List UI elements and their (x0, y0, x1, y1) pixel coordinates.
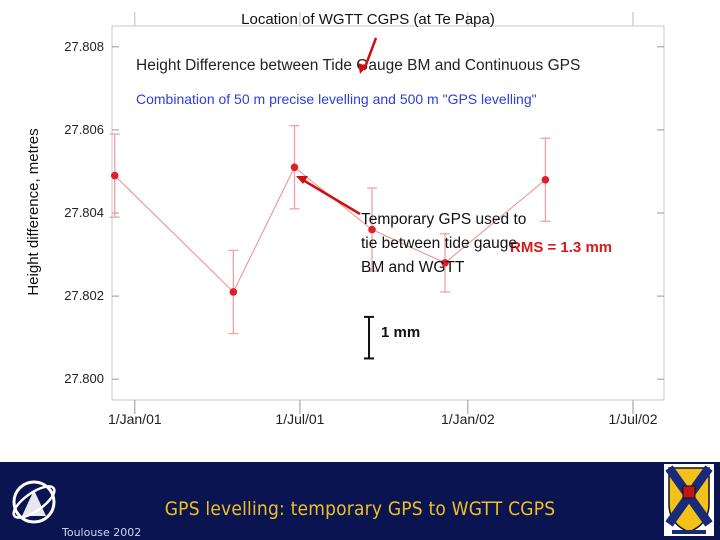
footer-bar (0, 462, 720, 540)
location-arrow-head (358, 63, 367, 74)
y-tick-label: 27.806 (64, 122, 104, 137)
y-axis-ticks: 27.800 27.802 27.804 27.806 27.808 (64, 39, 664, 386)
scale-bar-label: 1 mm (381, 324, 420, 341)
data-point (229, 288, 238, 296)
location-annotation: Location of WGTT CGPS (at Te Papa) (241, 11, 495, 28)
y-tick-label: 27.800 (64, 371, 104, 386)
temporary-gps-line1: Temporary GPS used to (361, 211, 526, 228)
scale-bar (364, 315, 374, 360)
temporary-gps-arrow-head (296, 176, 308, 184)
data-point (541, 175, 550, 184)
data-point (368, 225, 376, 234)
temporary-gps-line2: tie between tide gauge (361, 235, 517, 252)
y-tick-label: 27.804 (64, 205, 104, 220)
x-tick-label: 1/Jul/02 (608, 411, 657, 427)
plot-frame (111, 25, 665, 401)
x-tick-label: 1/Jan/01 (108, 411, 162, 427)
x-axis-ticks: 1/Jan/01 1/Jul/01 1/Jan/02 1/Jul/02 (108, 400, 658, 427)
temporary-gps-line3: BM and WGTT (361, 259, 465, 276)
data-point (290, 163, 299, 172)
temporary-gps-arrow (302, 178, 361, 216)
rms-label: RMS = 1.3 mm (510, 239, 612, 256)
footer-title: GPS levelling: temporary GPS to WGTT CGP… (164, 498, 556, 520)
x-tick-label: 1/Jul/01 (275, 411, 324, 427)
chart-title: Height Difference between Tide Gauge BM … (136, 57, 580, 74)
data-point (110, 171, 119, 180)
x-tick-label: 1/Jan/02 (441, 411, 495, 427)
data-points (110, 163, 550, 296)
y-axis-label: Height difference, metres (25, 128, 42, 295)
conference-label: Toulouse 2002 (62, 526, 142, 539)
chart-subtitle: Combination of 50 m precise levelling an… (136, 91, 537, 107)
university-crest-icon (664, 464, 714, 536)
globe-logo-icon (12, 480, 56, 524)
data-point (441, 259, 449, 267)
y-tick-label: 27.802 (64, 288, 104, 303)
y-tick-label: 27.808 (64, 39, 104, 54)
x-axis-top-ticks (134, 12, 634, 26)
location-arrow (362, 37, 378, 71)
